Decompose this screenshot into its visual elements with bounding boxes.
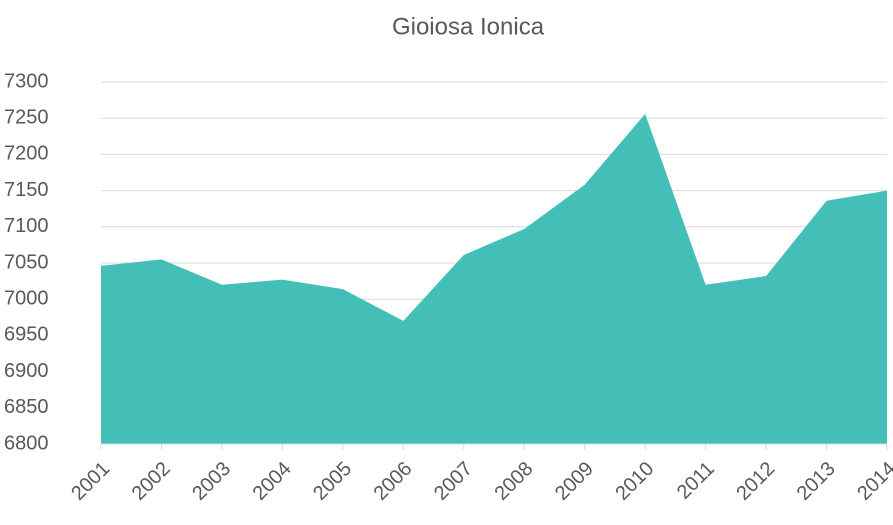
x-tick-label: 2003 (188, 458, 235, 505)
x-tick-label: 2012 (732, 458, 779, 505)
x-tick-label: 2010 (611, 458, 658, 505)
x-tick-label: 2002 (128, 458, 175, 505)
y-tick-label: 7150 (4, 179, 49, 201)
x-tick-label: 2006 (370, 458, 417, 505)
y-tick-label: 7300 (4, 70, 49, 92)
x-tick-label: 2013 (793, 458, 840, 505)
x-tick-label: 2014 (853, 458, 893, 505)
x-tick-label: 2009 (551, 458, 598, 505)
x-tick-label: 2001 (67, 458, 114, 505)
y-tick-label: 7000 (4, 287, 49, 309)
x-tick-label: 2005 (309, 458, 356, 505)
area (101, 113, 887, 444)
y-tick-label: 6950 (4, 324, 49, 346)
y-tick-label: 6800 (4, 432, 49, 454)
x-tick-label: 2011 (673, 458, 719, 504)
y-tick-label: 7200 (4, 143, 49, 165)
y-tick-label: 6900 (4, 360, 49, 382)
chart-title: Gioiosa Ionica (392, 13, 545, 40)
y-tick-label: 7250 (4, 106, 49, 128)
x-tick-label: 2007 (430, 458, 477, 505)
x-tick-label: 2004 (249, 458, 296, 505)
y-tick-label: 7050 (4, 251, 49, 273)
y-tick-label: 6850 (4, 396, 49, 418)
x-tick-label: 2008 (490, 458, 537, 505)
y-tick-label: 7100 (4, 215, 49, 237)
